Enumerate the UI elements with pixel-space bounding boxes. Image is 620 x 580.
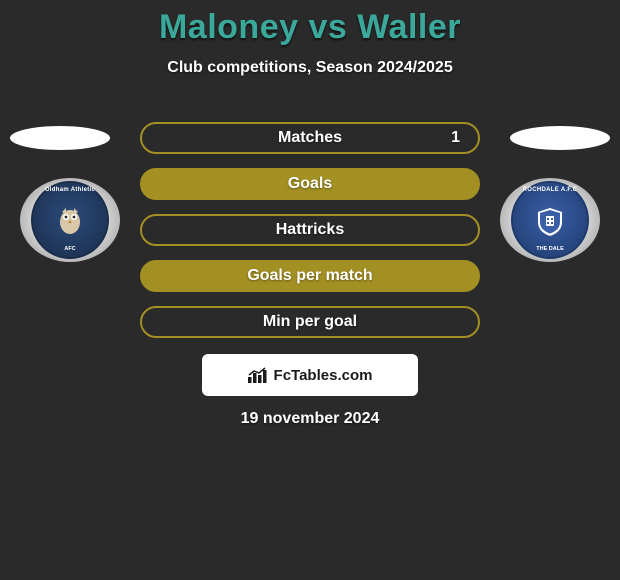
left-ellipse <box>10 126 110 150</box>
chart-icon <box>248 367 268 383</box>
stats-list: Matches 1 Goals Hattricks Goals per matc… <box>140 122 480 338</box>
right-club-badge: ROCHDALE A.F.C THE DALE <box>500 178 600 262</box>
owl-icon <box>52 202 88 238</box>
stat-row-min-per-goal: Min per goal <box>140 306 480 338</box>
stat-value-right: 1 <box>451 129 460 147</box>
brand-text: FcTables.com <box>274 367 373 384</box>
stat-row-hattricks: Hattricks <box>140 214 480 246</box>
rochdale-bottom-text: THE DALE <box>536 246 564 252</box>
brand-card[interactable]: FcTables.com <box>202 354 418 396</box>
subtitle: Club competitions, Season 2024/2025 <box>0 59 620 77</box>
rochdale-top-text: ROCHDALE A.F.C <box>523 187 578 193</box>
left-club-badge: Oldham Athletic AFC <box>20 178 120 262</box>
rochdale-crest: ROCHDALE A.F.C THE DALE <box>511 181 589 259</box>
page-title: Maloney vs Waller <box>0 8 620 47</box>
stat-row-goals: Goals <box>140 168 480 200</box>
stat-label: Goals per match <box>247 267 372 285</box>
stat-label: Min per goal <box>263 313 357 331</box>
stat-label: Hattricks <box>276 221 344 239</box>
oldham-bottom-text: AFC <box>64 246 75 252</box>
shield-icon <box>532 202 568 238</box>
stat-label: Goals <box>288 175 332 193</box>
stat-row-goals-per-match: Goals per match <box>140 260 480 292</box>
right-ellipse <box>510 126 610 150</box>
oldham-crest: Oldham Athletic AFC <box>31 181 109 259</box>
stat-label: Matches <box>278 129 342 147</box>
stat-row-matches: Matches 1 <box>140 122 480 154</box>
header: Maloney vs Waller Club competitions, Sea… <box>0 0 620 77</box>
oldham-top-text: Oldham Athletic <box>45 187 95 193</box>
date-text: 19 november 2024 <box>0 410 620 428</box>
